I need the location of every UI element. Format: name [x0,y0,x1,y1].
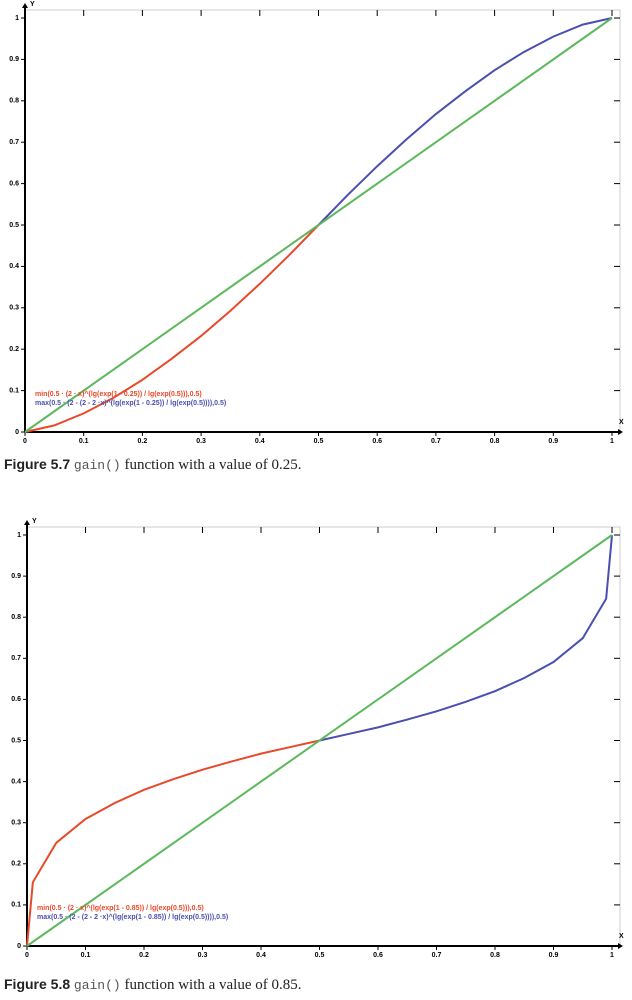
caption: Figure 5.7 gain() function with a value … [4,456,302,474]
x-tick-label: 0.4 [256,952,266,959]
y-tick-label: 0.2 [9,346,19,353]
y-tick-label: 0.7 [9,139,19,146]
caption-text: function with a value of 0.25. [124,457,302,473]
figure-label: Figure 5.8 [4,976,71,992]
legend-entry: min(0.5 · (2 · x)^(lg(exp(1 - 0.25)) / l… [35,390,202,398]
legend-entry: max(0.5 · (2 - (2 - 2 ·x)^(lg(exp(1 - 0.… [35,399,226,407]
x-tick-label: 0.7 [431,438,441,445]
caption: Figure 5.8 gain() function with a value … [4,976,302,994]
x-tick-label: 0.3 [196,438,206,445]
caption-code: gain() [73,978,121,993]
y-tick-label: 0.3 [11,820,21,827]
y-tick-label: 0 [17,943,21,950]
y-tick-label: 0.2 [11,861,21,868]
y-tick-label: 0.3 [9,305,19,312]
y-tick-label: 0.6 [11,696,21,703]
x-tick-label: 0.4 [255,438,265,445]
x-tick-label: 0 [23,438,27,445]
x-tick-label: 0.5 [315,952,325,959]
y-tick-label: 0.5 [9,222,19,229]
x-tick-label: 0.8 [490,952,500,959]
y-arrow [24,520,30,525]
y-tick-label: 0.1 [11,902,21,909]
x-tick-label: 0.7 [432,952,442,959]
y-tick-label: 0.9 [9,56,19,63]
y-tick-label: 0.9 [11,573,21,580]
x-axis-label: X [619,933,624,940]
x-tick-label: 0.6 [373,952,383,959]
x-tick-label: 0.2 [139,952,149,959]
y-tick-label: 1 [15,15,19,22]
x-tick-label: 0.2 [138,438,148,445]
curve [24,17,613,433]
y-tick-label: 0.5 [11,737,21,744]
x-tick-label: 0.1 [81,952,91,959]
curve [319,534,613,742]
legend-entry: min(0.5 · (2 · x)^(lg(exp(1 - 0.85)) / l… [37,904,204,912]
x-tick-label: 0 [25,952,29,959]
x-tick-label: 1 [610,952,614,959]
curve [26,739,320,947]
caption-code: gain() [73,458,121,473]
x-tick-label: 0.6 [372,438,382,445]
curve [317,17,613,226]
curve [26,534,613,947]
y-axis-label: Y [30,1,35,8]
y-tick-label: 0.4 [11,778,21,785]
x-tick-label: 0.9 [548,438,558,445]
curve [24,224,320,433]
x-tick-label: 0.5 [314,438,324,445]
x-tick-label: 0.3 [198,952,208,959]
y-tick-label: 0.6 [9,180,19,187]
y-tick-label: 0.7 [11,655,21,662]
x-tick-label: 0.1 [79,438,89,445]
y-tick-label: 1 [17,532,21,539]
y-arrow [22,3,28,8]
x-tick-label: 0.8 [490,438,500,445]
x-arrow [618,943,623,949]
figure-label: Figure 5.7 [4,456,71,472]
legend-entry: max(0.5 · (2 - (2 - 2 ·x)^(lg(exp(1 - 0.… [37,913,228,921]
x-tick-label: 1 [610,438,614,445]
y-tick-label: 0.8 [11,614,21,621]
y-tick-label: 0 [15,429,19,436]
caption-text: function with a value of 0.85. [124,977,302,993]
y-tick-label: 0.4 [9,263,19,270]
x-axis-label: X [619,419,624,426]
x-arrow [618,429,623,435]
y-tick-label: 0.8 [9,98,19,105]
x-tick-label: 0.9 [549,952,559,959]
y-tick-label: 0.1 [9,387,19,394]
y-axis-label: Y [32,518,37,525]
